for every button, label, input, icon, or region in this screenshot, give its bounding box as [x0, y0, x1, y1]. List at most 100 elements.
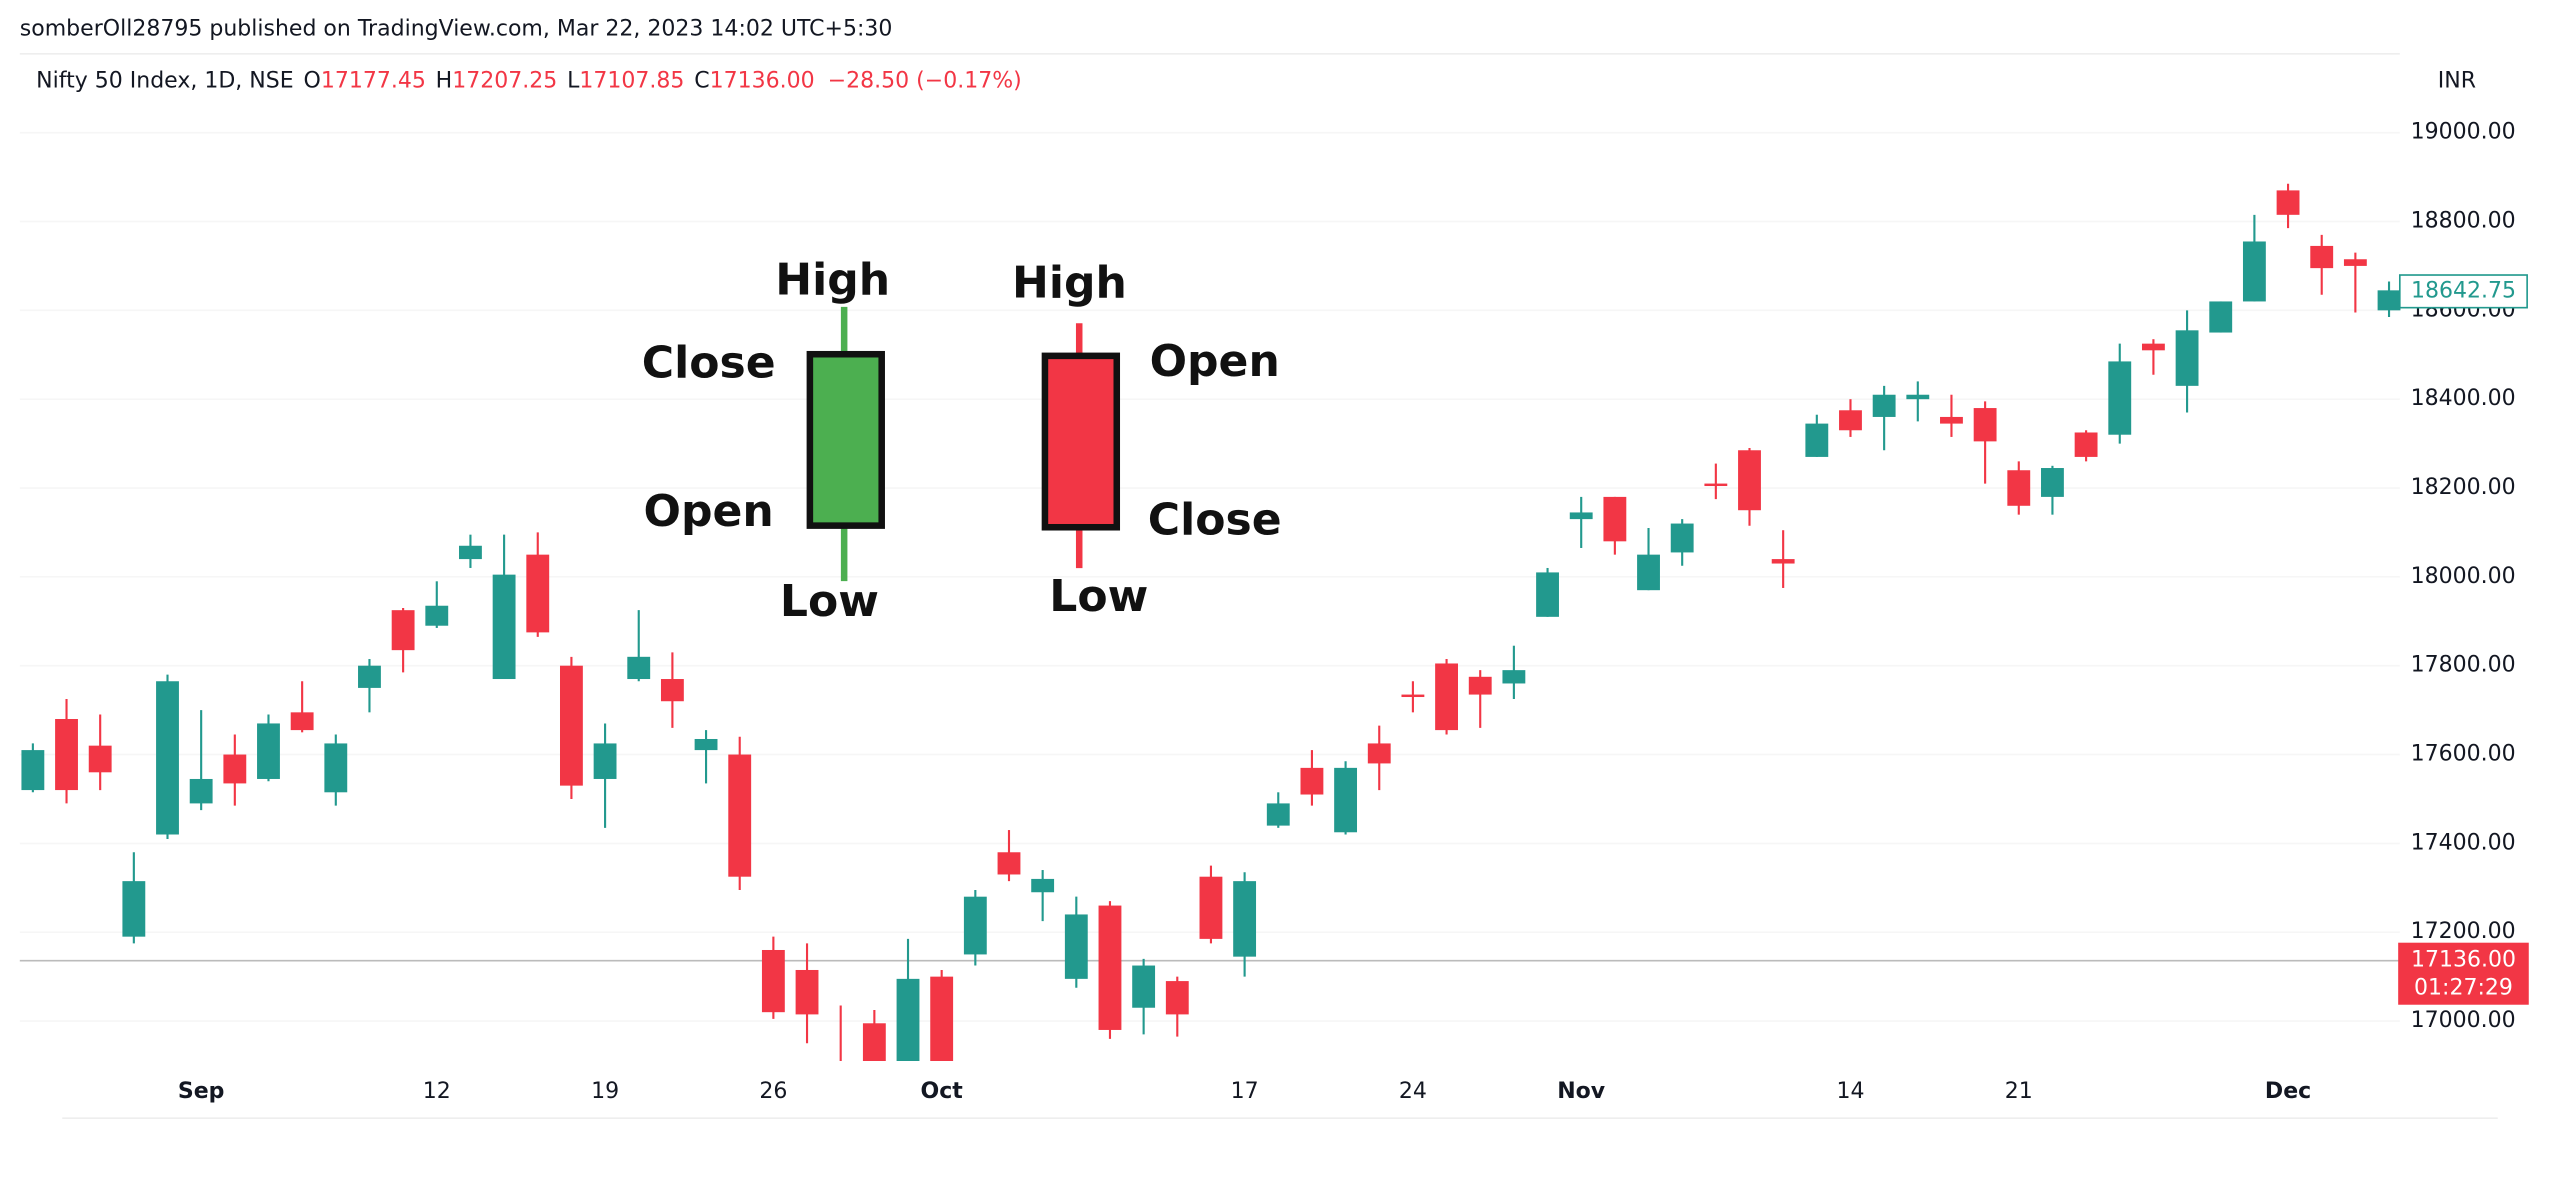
x-tick-label: 26 [759, 1079, 787, 1104]
last-price-label: 17136.00 [2411, 948, 2516, 973]
annotation: Open [644, 486, 774, 537]
candle-body [1401, 694, 1425, 698]
y-tick-label: 17000.00 [2411, 1008, 2516, 1033]
candle-body [1738, 450, 1761, 511]
annotation: Low [780, 576, 879, 627]
ohlc-key: C [694, 69, 709, 94]
candle-body [2074, 432, 2098, 457]
candle-body [761, 949, 785, 1013]
candle-body [2007, 470, 2031, 506]
y-tick-label: 17400.00 [2411, 830, 2516, 855]
annotation: Open [1150, 336, 1280, 387]
ohlc-value: 17177.45 [321, 69, 426, 94]
candle-body [21, 750, 45, 791]
candle-body [1031, 878, 1055, 893]
x-tick-label: Nov [1557, 1079, 1606, 1104]
candle-body [1973, 408, 1997, 442]
x-tick-label: 24 [1399, 1079, 1427, 1104]
candle-body [829, 1079, 852, 1083]
ohlc-key: L [567, 69, 580, 94]
candle-body [1502, 670, 1526, 684]
symbol-title: Nifty 50 Index, 1D, NSE [36, 69, 294, 94]
candle-body [189, 778, 213, 804]
candle-body [694, 738, 718, 751]
y-tick-label: 17200.00 [2411, 919, 2516, 944]
y-tick-label: 17600.00 [2411, 742, 2516, 767]
candle-body [1536, 572, 1559, 617]
candle-body [2209, 301, 2233, 333]
x-tick-label: 12 [423, 1079, 451, 1104]
ohlc-value: 17136.00 [710, 69, 815, 94]
x-tick-label: Sep [178, 1079, 225, 1104]
candle-body [930, 976, 954, 1062]
candle-body [1132, 965, 1156, 1008]
symbol-header: Nifty 50 Index, 1D, NSE O17177.45 H17207.2… [36, 69, 1022, 94]
annotation: Close [1148, 494, 1282, 545]
y-tick-label: 18000.00 [2411, 564, 2516, 589]
last-price-box [2398, 942, 2529, 1005]
candle-body [2141, 343, 2165, 351]
candle-body [358, 665, 381, 688]
candle-body [1771, 559, 1795, 564]
candle-body [391, 610, 415, 651]
candle-body [1098, 905, 1122, 1030]
candle-body [526, 554, 550, 633]
candle-body [1906, 394, 1930, 400]
candle-body [1266, 803, 1290, 826]
ohlc-value: 17207.25 [452, 69, 557, 94]
candle-body [1367, 743, 1391, 764]
candle-body [425, 605, 449, 626]
candle-body [1940, 416, 1963, 424]
candle-body [1199, 876, 1223, 939]
candle-body [1435, 663, 1458, 731]
currency: INR [2438, 69, 2476, 94]
illustration-bull-body [806, 350, 885, 529]
candle-body [660, 679, 684, 702]
candle-body [1233, 881, 1257, 957]
candle-body [1872, 394, 1896, 417]
candle-body [997, 852, 1021, 875]
y-tick-label: 18200.00 [2411, 475, 2516, 500]
candle-body [55, 719, 78, 791]
annotation: High [775, 254, 890, 305]
candle-body [728, 754, 752, 877]
candle-body [2242, 241, 2266, 302]
candle-body [593, 743, 617, 779]
publisher: somberOll28795 published on TradingView.… [20, 16, 893, 41]
annotation: High [1012, 258, 1127, 309]
annotation: Low [1049, 571, 1148, 622]
y-tick-label: 18800.00 [2411, 208, 2516, 233]
y-tick-label: 18400.00 [2411, 386, 2516, 411]
candle-body [896, 978, 920, 1062]
candle-body [559, 665, 583, 786]
y-tick-label: 19000.00 [2411, 120, 2516, 145]
candle-body [290, 712, 314, 731]
candle-body [963, 896, 987, 955]
candle-body [1805, 423, 1829, 457]
candle-body [459, 545, 482, 560]
illustration-bear-body [1041, 352, 1121, 531]
candle-body [1334, 767, 1358, 833]
candle-body [2175, 330, 2199, 386]
candle-body [156, 681, 179, 835]
x-tick-label: 14 [1836, 1079, 1864, 1104]
grid [19, 131, 2400, 1022]
annotation: Close [642, 338, 776, 389]
candle-body [1704, 483, 1728, 487]
x-tick-label: Oct [921, 1079, 964, 1104]
candle-body [324, 743, 348, 793]
candle-body [1165, 981, 1189, 1015]
candle-body [795, 969, 819, 1015]
marker-price-box [2398, 274, 2528, 309]
candle-body [1300, 767, 1324, 795]
candle-body [257, 723, 280, 779]
price-axis: 17000.00 17200.00 17400.00 17600.00 17800.00… [2398, 120, 2529, 1033]
plot-area [21, 183, 2401, 1083]
candle-illustration: High Close Open Low High Open Close Low [642, 254, 1282, 627]
candle-body [1839, 410, 1862, 431]
countdown-label: 01:27:29 [2414, 975, 2513, 1000]
ohlc-key: H [436, 69, 453, 94]
ohlc-value: 17107.85 [579, 69, 684, 94]
candle-body [2276, 190, 2300, 215]
x-tick-label: 21 [2005, 1079, 2033, 1104]
